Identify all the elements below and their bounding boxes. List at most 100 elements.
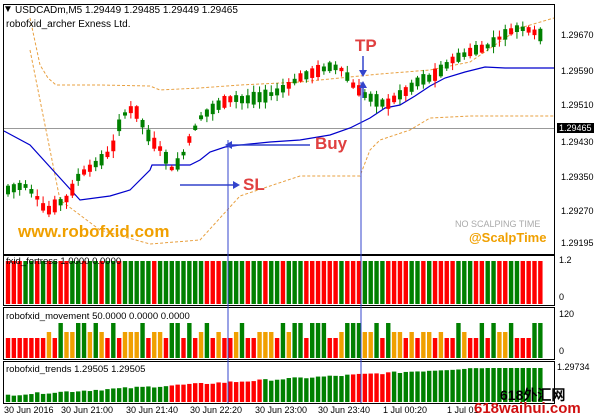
movement-bar [111,323,116,358]
movement-bar [339,332,344,358]
candle [298,70,303,83]
movement-bar [350,323,356,358]
fortress-bar [350,261,356,304]
movement-bar [157,332,163,358]
movement-bar [462,332,467,358]
candle [134,105,139,122]
candle [6,184,10,197]
symbol-header: USDCADm,M5 1.29449 1.29485 1.29449 1.294… [15,5,238,16]
trend-bar [479,368,485,402]
trend-bar [397,372,403,402]
candle [362,89,367,101]
trend-bar [497,368,502,402]
movement-bar [52,338,57,358]
fortress-bar [193,261,198,304]
candle-body [526,27,531,33]
logo-text-bottom[interactable]: 618waihui.com [474,400,581,417]
candle-body [327,62,332,72]
fortress-bar [210,261,215,304]
candle-body [538,28,543,42]
candle [397,84,402,105]
candle [310,65,315,84]
movement-bar [105,338,110,358]
fortress-bar [111,261,116,304]
fortress-bar [391,261,397,304]
movement-bar [286,332,291,358]
fortress-bar [187,261,192,304]
trend-bar [362,373,368,402]
trend-bar [467,368,473,402]
movement-bar [122,332,128,358]
movement-bar [204,323,210,358]
trend-bar [122,387,128,402]
candle-body [462,52,467,57]
fortress-bar [520,261,525,304]
trend-bar [409,371,414,402]
candle [526,25,531,36]
movement-bar [374,323,379,358]
candle-body [304,71,309,80]
movement-bar [187,323,192,358]
candle-body [514,25,519,33]
candle-body [345,72,350,81]
movement-bar [99,332,104,358]
candle-body [175,158,180,170]
fortress-bar [228,261,233,304]
movement-bar [321,323,327,358]
movement-bar [467,338,473,358]
trend-bar [222,382,227,402]
candle-body [111,140,116,152]
candle-body [99,154,104,166]
fortress-bar [11,261,17,304]
movement-bar [444,338,449,358]
movement-bar [503,332,508,358]
movement-bar [210,338,215,358]
candle [438,61,443,78]
fortress-bar [362,261,368,304]
candle-body [321,66,326,72]
candle-body [368,93,373,102]
trend-bar [116,388,122,402]
candle [181,149,186,160]
x-axis-tick-label: 30 Jun 21:00 [61,405,114,415]
fortress-label: fxid_fortress 1.0000 0.0000 [6,256,122,267]
trend-bar [233,382,239,402]
movement-bar [169,323,174,358]
candle-body [392,95,397,103]
x-axis-tick-label: 30 Jun 23:40 [318,405,371,415]
fortress-bar [58,261,63,304]
candle [29,184,34,198]
trend-bar [175,384,180,402]
movement-bar [315,323,321,358]
trend-bar [485,368,490,402]
trend-bar [181,384,186,402]
trend-bar [76,391,81,402]
fortress-bar [415,261,420,304]
fortress-bar [532,261,537,304]
robofxid-watermark: www.robofxid.com [18,222,170,241]
candle [11,182,16,199]
trend-bar [40,393,46,402]
candlesticks [6,21,543,218]
movement-bar [456,323,461,358]
trend-bar [292,377,297,402]
candle-body [181,151,186,156]
movement-bar [526,338,531,358]
candle-body [520,26,525,32]
candle-body [292,78,297,84]
trend-bar [140,386,145,402]
candle [187,133,192,146]
movement-bar [391,332,397,358]
trend-bar [415,371,420,402]
sl-arrow [180,181,240,189]
candle-body [210,103,215,115]
candle [245,88,250,109]
menu-arrow-icon[interactable]: ▼ [3,4,13,15]
candle [199,111,204,121]
candle [140,118,145,135]
movement-bar [81,323,87,358]
fortress-bar [403,261,408,304]
trend-bar [450,369,455,402]
candle-body [29,189,34,194]
